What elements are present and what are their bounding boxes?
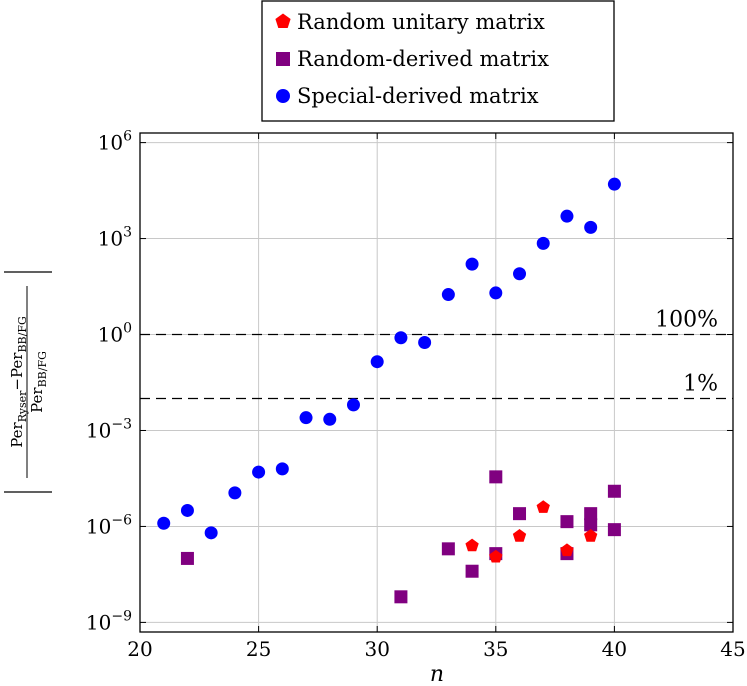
data-point-special-derived	[157, 516, 171, 530]
legend-entry-random-unitary: Random unitary matrix	[275, 10, 545, 34]
data-point-special-derived	[299, 411, 313, 425]
reference-line-label: 1%	[683, 371, 718, 396]
legend-label-random-unitary: Random unitary matrix	[297, 10, 545, 34]
x-axis-label: n	[430, 662, 444, 686]
y-tick-label: 106	[98, 129, 132, 155]
data-point-special-derived	[560, 209, 574, 223]
x-tick-label: 45	[720, 637, 745, 661]
data-point-random-derived	[607, 484, 621, 498]
data-point-special-derived	[323, 412, 337, 426]
data-point-random-unitary	[489, 549, 503, 563]
legend-square-marker	[276, 52, 290, 66]
data-point-special-derived	[513, 267, 527, 281]
grid	[139, 133, 734, 632]
data-point-special-derived	[489, 286, 503, 300]
reference-labels: 100% 1%	[655, 308, 718, 397]
x-tick-label: 40	[602, 637, 627, 661]
data-point-special-derived	[394, 331, 408, 345]
y-axis-label: PerRyser−PerBB/FG PerBB/FG	[4, 271, 52, 493]
legend-label-random-derived: Random-derived matrix	[297, 47, 549, 71]
data-point-random-unitary	[536, 500, 550, 513]
y-tick-label: 10−9	[86, 608, 132, 634]
data-point-random-unitary	[584, 529, 598, 542]
data-point-special-derived	[418, 336, 432, 350]
legend-label-special-derived: Special-derived matrix	[297, 84, 539, 108]
y-tick-label: 10−3	[86, 416, 132, 442]
y-label-denominator: PerBB/FG	[28, 351, 49, 413]
legend: Random unitary matrix Random-derived mat…	[261, 0, 615, 122]
data-point-special-derived	[252, 465, 266, 479]
legend-entry-random-derived: Random-derived matrix	[276, 47, 549, 71]
y-tick-label: 100	[98, 321, 132, 347]
y-tick-labels: 106 103 100 10−3 10−6 10−9	[86, 129, 132, 635]
data-point-special-derived	[275, 462, 289, 476]
data-point-random-derived	[180, 551, 194, 565]
data-point-special-derived	[607, 177, 621, 191]
data-point-special-derived	[584, 220, 598, 234]
data-point-random-derived	[465, 564, 479, 578]
data-point-random-unitary	[512, 529, 527, 542]
data-point-special-derived	[228, 486, 242, 500]
legend-entry-special-derived: Special-derived matrix	[276, 84, 539, 108]
legend-box	[261, 0, 615, 122]
data-point-special-derived	[180, 503, 194, 517]
data-point-random-derived	[513, 507, 527, 521]
data-point-special-derived	[441, 288, 455, 302]
y-tick-label: 10−6	[86, 512, 132, 538]
data-point-random-derived	[584, 518, 598, 532]
plot-frame	[139, 132, 734, 633]
y-label-numerator: PerRyser−PerBB/FG	[8, 316, 29, 448]
x-tick-labels: 20 25 30 35 40 45	[127, 637, 745, 661]
y-tick-label: 103	[98, 225, 132, 251]
x-tick-label: 30	[364, 637, 389, 661]
x-tick-label: 20	[127, 637, 152, 661]
data-point-random-derived	[607, 523, 621, 537]
data-point-random-unitary	[560, 543, 574, 557]
data-point-special-derived	[465, 257, 479, 271]
data-point-special-derived	[370, 355, 384, 369]
data-points	[157, 177, 621, 604]
data-point-random-derived	[584, 507, 598, 521]
legend-pentagon-marker	[275, 13, 291, 28]
data-point-special-derived	[536, 236, 550, 250]
data-point-random-unitary	[465, 538, 479, 552]
data-point-random-derived	[394, 590, 408, 604]
data-point-special-derived	[346, 398, 360, 412]
legend-circle-marker	[276, 89, 290, 103]
data-point-random-derived	[489, 470, 503, 484]
x-tick-label: 35	[483, 637, 508, 661]
data-point-random-derived	[441, 542, 455, 556]
reference-lines	[140, 333, 733, 400]
reference-line-label: 100%	[655, 308, 718, 333]
x-tick-label: 25	[246, 637, 271, 661]
data-point-special-derived	[204, 526, 218, 540]
data-point-random-derived	[560, 515, 574, 529]
tick-marks	[139, 133, 734, 632]
